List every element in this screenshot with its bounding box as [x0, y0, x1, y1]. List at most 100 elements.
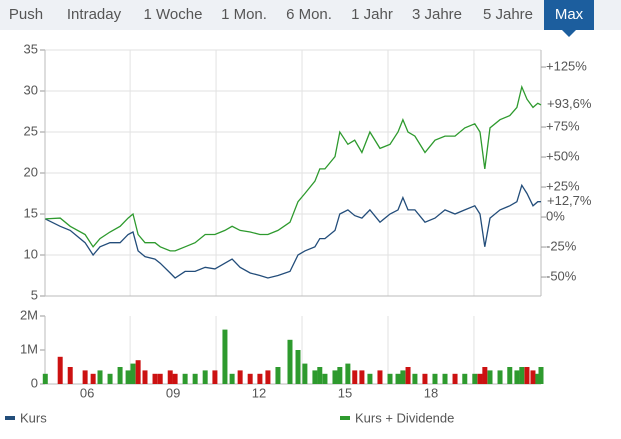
volume-bar [317, 367, 323, 384]
tab[interactable]: Intraday [66, 6, 122, 23]
legend-label: Kurs [20, 410, 47, 425]
y-tick-label: 35 [24, 41, 38, 56]
volume-bar [192, 373, 198, 384]
x-tick-label: 12 [252, 385, 266, 400]
volume-bar [142, 370, 148, 384]
y-tick-label: 15 [24, 205, 38, 220]
volume-bar [302, 363, 308, 384]
volume-bar [332, 370, 338, 384]
volume-bar [117, 367, 123, 384]
y2-tick-label: -25% [546, 238, 577, 253]
y-tick-label: 30 [24, 82, 38, 97]
volume-bar [107, 373, 113, 384]
tab[interactable]: 6 Mon. [286, 6, 332, 23]
volume-bar [237, 370, 243, 384]
volume-bar [287, 339, 293, 384]
tab[interactable]: 3 Jahre [411, 6, 463, 23]
volume-bar [367, 373, 373, 384]
volume-bar [265, 370, 271, 384]
volume-bar [345, 363, 351, 384]
volume-bar [257, 373, 263, 384]
legend-swatch [5, 416, 15, 420]
x-tick-label: 09 [166, 385, 180, 400]
volume-bar [519, 367, 525, 384]
y2-tick-label: +75% [546, 118, 580, 133]
volume-bar [497, 370, 503, 384]
volume-bar [337, 367, 343, 384]
volume-bar [152, 373, 158, 384]
y-tick-label: 10 [24, 246, 38, 261]
volume-bar [432, 373, 438, 384]
price-line [45, 183, 541, 279]
y-tick-label: 0 [31, 375, 38, 390]
volume-bar [412, 373, 418, 384]
volume-bar [42, 373, 48, 384]
volume-bar [482, 367, 488, 384]
y2-tick-label: +50% [546, 148, 580, 163]
volume-bar [135, 360, 141, 384]
volume-bar [312, 370, 318, 384]
x-tick-label: 18 [424, 385, 438, 400]
volume-bar [442, 373, 448, 384]
volume-bar [67, 367, 73, 384]
volume-bar [452, 373, 458, 384]
legend-swatch [340, 416, 350, 420]
volume-bar [222, 329, 228, 384]
volume-bar [352, 370, 358, 384]
tab[interactable]: 1 Jahr [351, 6, 393, 23]
volume-bar [322, 373, 328, 384]
volume-bar [82, 370, 88, 384]
y-tick-label: 2M [20, 307, 38, 322]
y2-tick-label: 0% [546, 208, 565, 223]
volume-bar [157, 373, 163, 384]
volume-bar [167, 370, 173, 384]
volume-bar [507, 367, 513, 384]
volume-bar [90, 373, 96, 384]
end-label: +93,6% [547, 96, 592, 111]
y-tick-label: 5 [31, 287, 38, 302]
volume-bar [535, 373, 541, 384]
y-tick-label: 20 [24, 164, 38, 179]
active-tab-arrow [562, 30, 576, 37]
tab[interactable]: 5 Jahre [482, 6, 534, 23]
volume-bar [422, 373, 428, 384]
volume-bar [387, 373, 393, 384]
volume-bar [275, 367, 281, 384]
volume-bar [359, 370, 365, 384]
volume-bar [514, 370, 520, 384]
volume-bar [212, 370, 218, 384]
end-label: +12,7% [547, 193, 592, 208]
volume-bar [57, 356, 63, 384]
volume-bar [538, 367, 544, 384]
tab-bar: Push Intraday 1 Woche 1 Mon. 6 Mon. 1 Ja… [0, 0, 621, 30]
tab[interactable]: 1 Woche [143, 6, 203, 23]
volume-bar [487, 370, 493, 384]
volume-bar [202, 370, 208, 384]
volume-bar [295, 350, 301, 384]
volume-bar [377, 370, 383, 384]
tab[interactable]: Max [544, 0, 594, 30]
y2-tick-label: -50% [546, 268, 577, 283]
volume-bar [229, 373, 235, 384]
volume-bar [125, 370, 131, 384]
volume-bar [472, 373, 478, 384]
volume-bar [524, 367, 530, 384]
volume-bar [530, 370, 536, 384]
volume-bar [405, 367, 411, 384]
volume-bar [462, 373, 468, 384]
volume-bar [182, 373, 188, 384]
x-tick-label: 15 [338, 385, 352, 400]
volume-bar [400, 370, 406, 384]
tab[interactable]: Push [8, 6, 44, 23]
y2-tick-label: +25% [546, 178, 580, 193]
tab[interactable]: 1 Mon. [221, 6, 267, 23]
volume-bar [130, 363, 136, 384]
volume-bar [172, 373, 178, 384]
x-tick-label: 06 [80, 385, 94, 400]
y-tick-label: 1M [20, 341, 38, 356]
volume-bar [97, 370, 103, 384]
volume-bar [395, 373, 401, 384]
y2-tick-label: +125% [546, 58, 587, 73]
